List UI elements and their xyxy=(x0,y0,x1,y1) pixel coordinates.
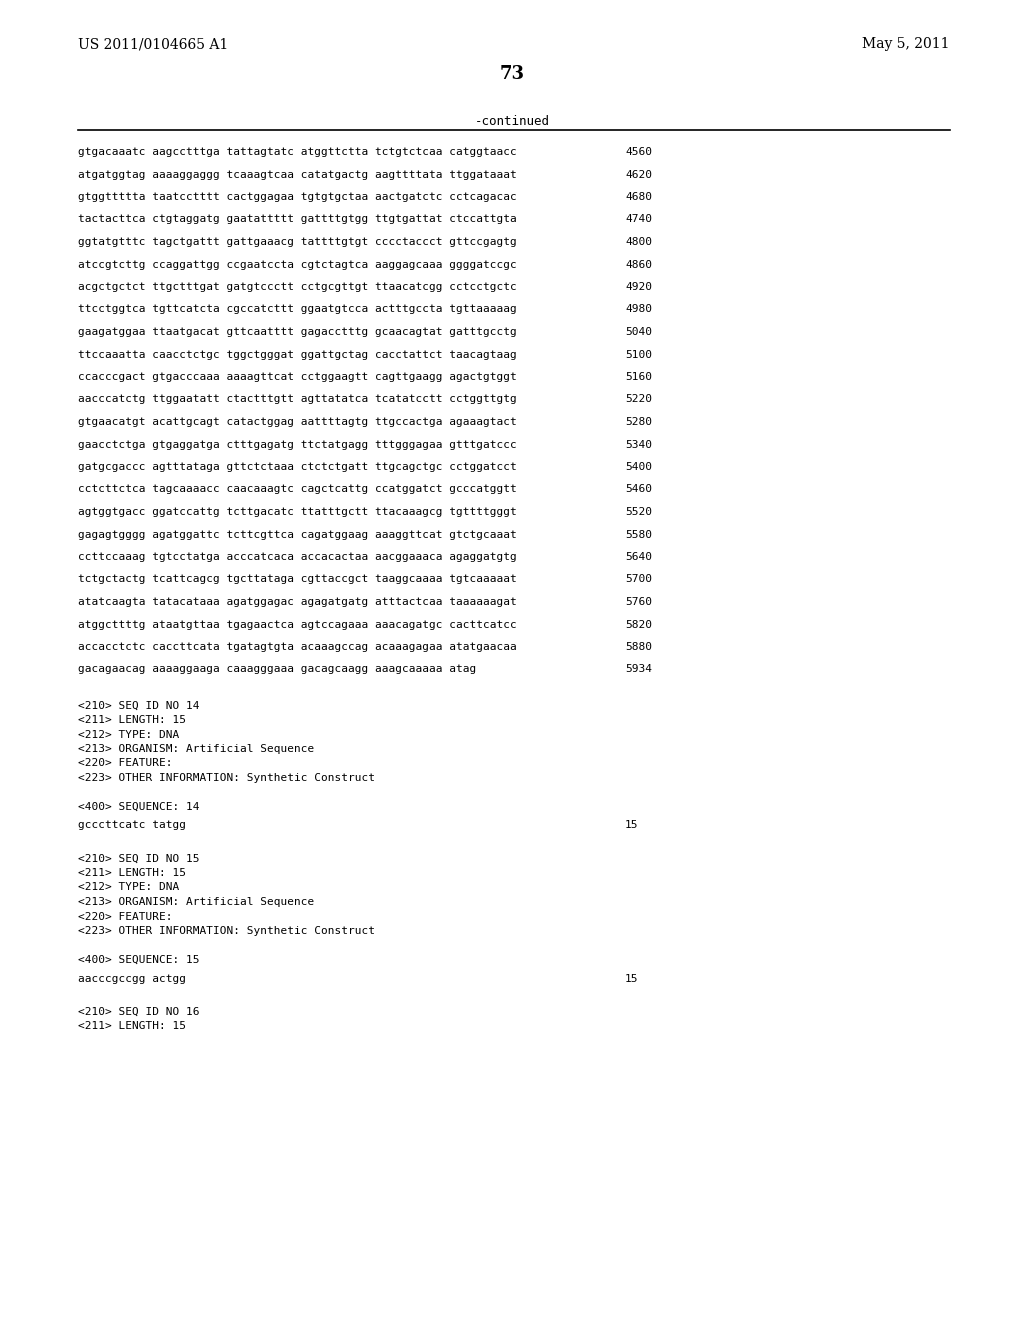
Text: 4800: 4800 xyxy=(625,238,652,247)
Text: ggtatgtttc tagctgattt gattgaaacg tattttgtgt cccctaccct gttccgagtg: ggtatgtttc tagctgattt gattgaaacg tattttg… xyxy=(78,238,517,247)
Text: -continued: -continued xyxy=(474,115,550,128)
Text: <400> SEQUENCE: 15: <400> SEQUENCE: 15 xyxy=(78,954,200,965)
Text: tctgctactg tcattcagcg tgcttataga cgttaccgct taaggcaaaa tgtcaaaaat: tctgctactg tcattcagcg tgcttataga cgttacc… xyxy=(78,574,517,585)
Text: 5400: 5400 xyxy=(625,462,652,473)
Text: accacctctc caccttcata tgatagtgta acaaagccag acaaagagaa atatgaacaa: accacctctc caccttcata tgatagtgta acaaagc… xyxy=(78,642,517,652)
Text: gcccttcatc tatgg: gcccttcatc tatgg xyxy=(78,821,186,830)
Text: 4860: 4860 xyxy=(625,260,652,269)
Text: US 2011/0104665 A1: US 2011/0104665 A1 xyxy=(78,37,228,51)
Text: gaacctctga gtgaggatga ctttgagatg ttctatgagg tttgggagaa gtttgatccc: gaacctctga gtgaggatga ctttgagatg ttctatg… xyxy=(78,440,517,450)
Text: 5160: 5160 xyxy=(625,372,652,381)
Text: <223> OTHER INFORMATION: Synthetic Construct: <223> OTHER INFORMATION: Synthetic Const… xyxy=(78,927,375,936)
Text: <211> LENGTH: 15: <211> LENGTH: 15 xyxy=(78,715,186,725)
Text: ttcctggtca tgttcatcta cgccatcttt ggaatgtcca actttgccta tgttaaaaag: ttcctggtca tgttcatcta cgccatcttt ggaatgt… xyxy=(78,305,517,314)
Text: <210> SEQ ID NO 15: <210> SEQ ID NO 15 xyxy=(78,854,200,863)
Text: atgatggtag aaaaggaggg tcaaagtcaa catatgactg aagttttata ttggataaat: atgatggtag aaaaggaggg tcaaagtcaa catatga… xyxy=(78,169,517,180)
Text: ccttccaaag tgtcctatga acccatcaca accacactaa aacggaaaca agaggatgtg: ccttccaaag tgtcctatga acccatcaca accacac… xyxy=(78,552,517,562)
Text: <210> SEQ ID NO 14: <210> SEQ ID NO 14 xyxy=(78,701,200,710)
Text: 4560: 4560 xyxy=(625,147,652,157)
Text: 15: 15 xyxy=(625,974,639,983)
Text: aacccgccgg actgg: aacccgccgg actgg xyxy=(78,974,186,983)
Text: ccacccgact gtgacccaaa aaaagttcat cctggaagtt cagttgaagg agactgtggt: ccacccgact gtgacccaaa aaaagttcat cctggaa… xyxy=(78,372,517,381)
Text: 5100: 5100 xyxy=(625,350,652,359)
Text: gagagtgggg agatggattc tcttcgttca cagatggaag aaaggttcat gtctgcaaat: gagagtgggg agatggattc tcttcgttca cagatgg… xyxy=(78,529,517,540)
Text: gtgaacatgt acattgcagt catactggag aattttagtg ttgccactga agaaagtact: gtgaacatgt acattgcagt catactggag aatttta… xyxy=(78,417,517,426)
Text: 4980: 4980 xyxy=(625,305,652,314)
Text: atggcttttg ataatgttaa tgagaactca agtccagaaa aaacagatgc cacttcatcc: atggcttttg ataatgttaa tgagaactca agtccag… xyxy=(78,619,517,630)
Text: 5880: 5880 xyxy=(625,642,652,652)
Text: 5460: 5460 xyxy=(625,484,652,495)
Text: gtgacaaatc aagcctttga tattagtatc atggttctta tctgtctcaa catggtaacc: gtgacaaatc aagcctttga tattagtatc atggttc… xyxy=(78,147,517,157)
Text: aacccatctg ttggaatatt ctactttgtt agttatatca tcatatcctt cctggttgtg: aacccatctg ttggaatatt ctactttgtt agttata… xyxy=(78,395,517,404)
Text: 5520: 5520 xyxy=(625,507,652,517)
Text: 73: 73 xyxy=(500,65,524,83)
Text: 5820: 5820 xyxy=(625,619,652,630)
Text: 5280: 5280 xyxy=(625,417,652,426)
Text: May 5, 2011: May 5, 2011 xyxy=(862,37,950,51)
Text: 5220: 5220 xyxy=(625,395,652,404)
Text: tactacttca ctgtaggatg gaatattttt gattttgtgg ttgtgattat ctccattgta: tactacttca ctgtaggatg gaatattttt gattttg… xyxy=(78,214,517,224)
Text: <220> FEATURE:: <220> FEATURE: xyxy=(78,759,172,768)
Text: <212> TYPE: DNA: <212> TYPE: DNA xyxy=(78,730,179,739)
Text: 15: 15 xyxy=(625,821,639,830)
Text: atatcaagta tatacataaa agatggagac agagatgatg atttactcaa taaaaaagat: atatcaagta tatacataaa agatggagac agagatg… xyxy=(78,597,517,607)
Text: ttccaaatta caacctctgc tggctgggat ggattgctag cacctattct taacagtaag: ttccaaatta caacctctgc tggctgggat ggattgc… xyxy=(78,350,517,359)
Text: 4740: 4740 xyxy=(625,214,652,224)
Text: 5700: 5700 xyxy=(625,574,652,585)
Text: 5934: 5934 xyxy=(625,664,652,675)
Text: 5340: 5340 xyxy=(625,440,652,450)
Text: 4920: 4920 xyxy=(625,282,652,292)
Text: <213> ORGANISM: Artificial Sequence: <213> ORGANISM: Artificial Sequence xyxy=(78,744,314,754)
Text: <220> FEATURE:: <220> FEATURE: xyxy=(78,912,172,921)
Text: <211> LENGTH: 15: <211> LENGTH: 15 xyxy=(78,1020,186,1031)
Text: agtggtgacc ggatccattg tcttgacatc ttatttgctt ttacaaagcg tgttttgggt: agtggtgacc ggatccattg tcttgacatc ttatttg… xyxy=(78,507,517,517)
Text: <212> TYPE: DNA: <212> TYPE: DNA xyxy=(78,883,179,892)
Text: 5040: 5040 xyxy=(625,327,652,337)
Text: gatgcgaccc agtttataga gttctctaaa ctctctgatt ttgcagctgc cctggatcct: gatgcgaccc agtttataga gttctctaaa ctctctg… xyxy=(78,462,517,473)
Text: atccgtcttg ccaggattgg ccgaatccta cgtctagtca aaggagcaaa ggggatccgc: atccgtcttg ccaggattgg ccgaatccta cgtctag… xyxy=(78,260,517,269)
Text: cctcttctca tagcaaaacc caacaaagtc cagctcattg ccatggatct gcccatggtt: cctcttctca tagcaaaacc caacaaagtc cagctca… xyxy=(78,484,517,495)
Text: acgctgctct ttgctttgat gatgtccctt cctgcgttgt ttaacatcgg cctcctgctc: acgctgctct ttgctttgat gatgtccctt cctgcgt… xyxy=(78,282,517,292)
Text: 5760: 5760 xyxy=(625,597,652,607)
Text: 5580: 5580 xyxy=(625,529,652,540)
Text: gaagatggaa ttaatgacat gttcaatttt gagacctttg gcaacagtat gatttgcctg: gaagatggaa ttaatgacat gttcaatttt gagacct… xyxy=(78,327,517,337)
Text: gacagaacag aaaaggaaga caaagggaaa gacagcaagg aaagcaaaaa atag: gacagaacag aaaaggaaga caaagggaaa gacagca… xyxy=(78,664,476,675)
Text: <400> SEQUENCE: 14: <400> SEQUENCE: 14 xyxy=(78,803,200,812)
Text: <223> OTHER INFORMATION: Synthetic Construct: <223> OTHER INFORMATION: Synthetic Const… xyxy=(78,774,375,783)
Text: 4620: 4620 xyxy=(625,169,652,180)
Text: <211> LENGTH: 15: <211> LENGTH: 15 xyxy=(78,869,186,878)
Text: gtggttttta taatcctttt cactggagaa tgtgtgctaa aactgatctc cctcagacac: gtggttttta taatcctttt cactggagaa tgtgtgc… xyxy=(78,191,517,202)
Text: <210> SEQ ID NO 16: <210> SEQ ID NO 16 xyxy=(78,1006,200,1016)
Text: 4680: 4680 xyxy=(625,191,652,202)
Text: <213> ORGANISM: Artificial Sequence: <213> ORGANISM: Artificial Sequence xyxy=(78,898,314,907)
Text: 5640: 5640 xyxy=(625,552,652,562)
